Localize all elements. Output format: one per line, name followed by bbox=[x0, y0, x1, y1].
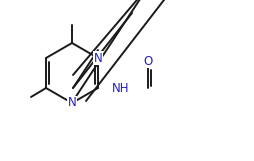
Text: NH: NH bbox=[112, 81, 129, 95]
Text: N: N bbox=[93, 52, 102, 65]
Text: N: N bbox=[67, 96, 76, 109]
Text: O: O bbox=[143, 55, 152, 67]
